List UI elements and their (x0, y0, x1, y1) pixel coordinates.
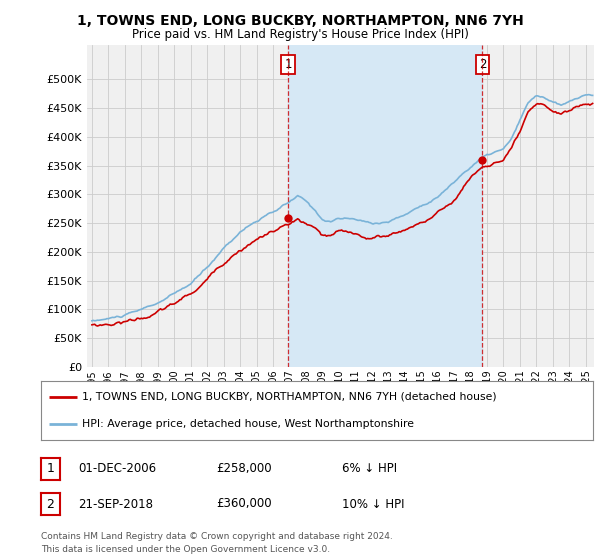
Text: 1, TOWNS END, LONG BUCKBY, NORTHAMPTON, NN6 7YH: 1, TOWNS END, LONG BUCKBY, NORTHAMPTON, … (77, 14, 523, 28)
Text: £258,000: £258,000 (216, 462, 272, 475)
Text: 21-SEP-2018: 21-SEP-2018 (78, 497, 153, 511)
Text: Contains HM Land Registry data © Crown copyright and database right 2024.
This d: Contains HM Land Registry data © Crown c… (41, 533, 392, 554)
Text: 1, TOWNS END, LONG BUCKBY, NORTHAMPTON, NN6 7YH (detached house): 1, TOWNS END, LONG BUCKBY, NORTHAMPTON, … (82, 391, 497, 402)
Text: 01-DEC-2006: 01-DEC-2006 (78, 462, 156, 475)
Text: Price paid vs. HM Land Registry's House Price Index (HPI): Price paid vs. HM Land Registry's House … (131, 28, 469, 41)
Text: 2: 2 (479, 58, 486, 71)
Bar (288, 45, 482, 367)
Text: 10% ↓ HPI: 10% ↓ HPI (342, 497, 404, 511)
Text: £360,000: £360,000 (216, 497, 272, 511)
Text: 6% ↓ HPI: 6% ↓ HPI (342, 462, 397, 475)
Text: 2: 2 (46, 497, 55, 511)
Text: 1: 1 (284, 58, 292, 71)
Text: 1: 1 (46, 462, 55, 475)
Text: HPI: Average price, detached house, West Northamptonshire: HPI: Average price, detached house, West… (82, 419, 414, 429)
